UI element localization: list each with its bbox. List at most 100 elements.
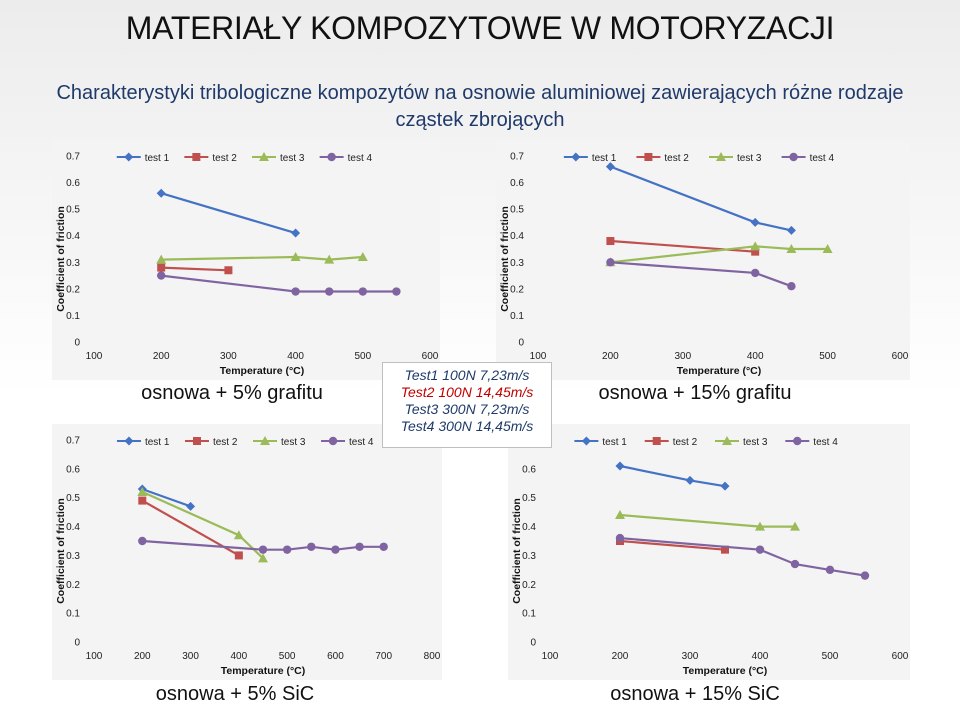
series-test-1 xyxy=(156,188,301,238)
x-tick-label: 500 xyxy=(822,651,839,662)
legend-item: test 4 xyxy=(319,152,373,164)
legend-marker xyxy=(328,436,338,446)
data-point xyxy=(786,244,797,253)
series-test-2 xyxy=(606,237,760,256)
data-point xyxy=(324,254,335,264)
data-point xyxy=(721,545,729,554)
y-tick-label: 0.1 xyxy=(522,609,536,620)
x-tick-label: 100 xyxy=(530,351,547,362)
legend-label: test 3 xyxy=(280,153,305,164)
data-point xyxy=(224,266,233,275)
x-tick-label: 800 xyxy=(424,651,441,662)
data-point xyxy=(392,287,401,296)
legend-label: test 1 xyxy=(145,153,170,164)
data-point xyxy=(825,565,835,575)
series-test-3 xyxy=(605,241,833,267)
y-axis-label: Coefficient of friction xyxy=(499,206,511,312)
y-tick-label: 0 xyxy=(74,638,80,649)
legend-item: test 1 xyxy=(116,152,170,164)
data-point xyxy=(137,486,148,496)
x-tick-label: 300 xyxy=(220,351,237,362)
data-point xyxy=(331,545,340,554)
data-point xyxy=(786,225,796,235)
data-point xyxy=(822,244,833,253)
test-note-line-4: Test4 300N 14,45m/s xyxy=(400,418,534,434)
test-note-line-1: Test1 100N 7,23m/s xyxy=(404,367,530,383)
series-test-3 xyxy=(156,251,368,264)
legend-item: test 3 xyxy=(709,152,762,164)
x-axis-label: Temperature (°C) xyxy=(221,665,306,677)
y-tick-label: 0 xyxy=(518,338,524,349)
series-line xyxy=(619,539,726,551)
caption-15pct-graphite: osnowa + 15% grafitu xyxy=(598,382,792,404)
x-tick-label: 100 xyxy=(86,651,103,662)
data-point xyxy=(156,188,166,198)
x-tick-label: 500 xyxy=(354,351,371,362)
data-point xyxy=(606,258,615,267)
legend-label: test 2 xyxy=(673,437,698,448)
data-point xyxy=(751,268,760,278)
y-tick-label: 0.7 xyxy=(66,436,80,447)
y-tick-label: 0.5 xyxy=(66,493,80,504)
y-tick-label: 0.2 xyxy=(522,580,536,591)
chart-5pct-sic: 0 0.1 0.2 0.3 0.4 0.5 0.6 0.7 100 200 300 400 500 600… xyxy=(52,424,442,680)
legend-item: test 1 xyxy=(563,152,617,164)
y-tick-label: 0.1 xyxy=(66,311,80,322)
data-point xyxy=(234,551,243,560)
slide-subtitle: Charakterystyki tribologiczne kompozytów… xyxy=(0,80,960,134)
legend-label: test 4 xyxy=(349,437,374,448)
y-axis-label: Coefficient of friction xyxy=(511,498,523,604)
x-tick-label: 300 xyxy=(674,351,691,362)
series-line xyxy=(141,488,191,508)
data-point xyxy=(157,271,166,280)
legend-label: test 4 xyxy=(348,153,373,164)
data-point xyxy=(790,521,800,531)
legend-label: test 1 xyxy=(602,437,627,448)
series-test-4 xyxy=(138,536,388,554)
caption-5pct-graphite: osnowa + 5% grafitu xyxy=(141,382,323,404)
legend-label: test 3 xyxy=(743,437,768,448)
legend-item: test 2 xyxy=(184,437,238,448)
legend-marker xyxy=(581,436,591,446)
legend-marker xyxy=(571,152,581,162)
y-axis-label: Coefficient of friction xyxy=(55,498,67,604)
chart-15pct-graphite: 0 0.1 0.2 0.3 0.4 0.5 0.6 0.7 100 200 300 400 500 600… xyxy=(496,140,910,380)
legend-marker xyxy=(722,436,732,445)
chart-svg: 00.10.20.30.40.50.60.7100200300400500600… xyxy=(511,436,909,678)
caption-5pct-sic: osnowa + 5% SiC xyxy=(155,683,315,705)
x-tick-label: 600 xyxy=(892,351,909,362)
legend-marker xyxy=(124,436,134,446)
legend-item: test 4 xyxy=(781,152,835,164)
legend-marker xyxy=(260,436,270,445)
y-tick-label: 0.3 xyxy=(522,551,536,562)
y-tick-label: 0.6 xyxy=(66,178,80,189)
x-tick-label: 200 xyxy=(612,651,629,662)
legend-label: test 2 xyxy=(213,437,238,448)
series-test-2 xyxy=(157,263,233,275)
legend-label: test 4 xyxy=(810,153,835,164)
y-tick-label: 0 xyxy=(74,338,80,349)
y-tick-label: 0.2 xyxy=(66,580,80,591)
series-line xyxy=(619,464,726,488)
x-tick-label: 400 xyxy=(752,651,769,662)
caption-15pct-sic: osnowa + 15% SiC xyxy=(610,683,780,705)
legend-item: test 3 xyxy=(715,436,768,448)
legend-marker xyxy=(259,152,269,161)
data-point xyxy=(751,247,760,256)
test-conditions-note: Test1 100N 7,23m/s Test2 100N 14,45m/s T… xyxy=(382,362,552,448)
data-point xyxy=(357,251,368,261)
data-point xyxy=(606,237,615,246)
legend-item: test 2 xyxy=(644,437,698,448)
data-point xyxy=(750,217,760,227)
y-tick-label: 0 xyxy=(530,638,536,649)
legend-item: test 4 xyxy=(321,436,374,448)
series-test-1 xyxy=(137,484,196,511)
x-tick-label: 200 xyxy=(153,351,170,362)
legend-item: test 1 xyxy=(574,436,627,448)
data-point xyxy=(325,287,334,296)
data-point xyxy=(750,241,761,251)
x-axis-label: Temperature (°C) xyxy=(220,365,305,377)
